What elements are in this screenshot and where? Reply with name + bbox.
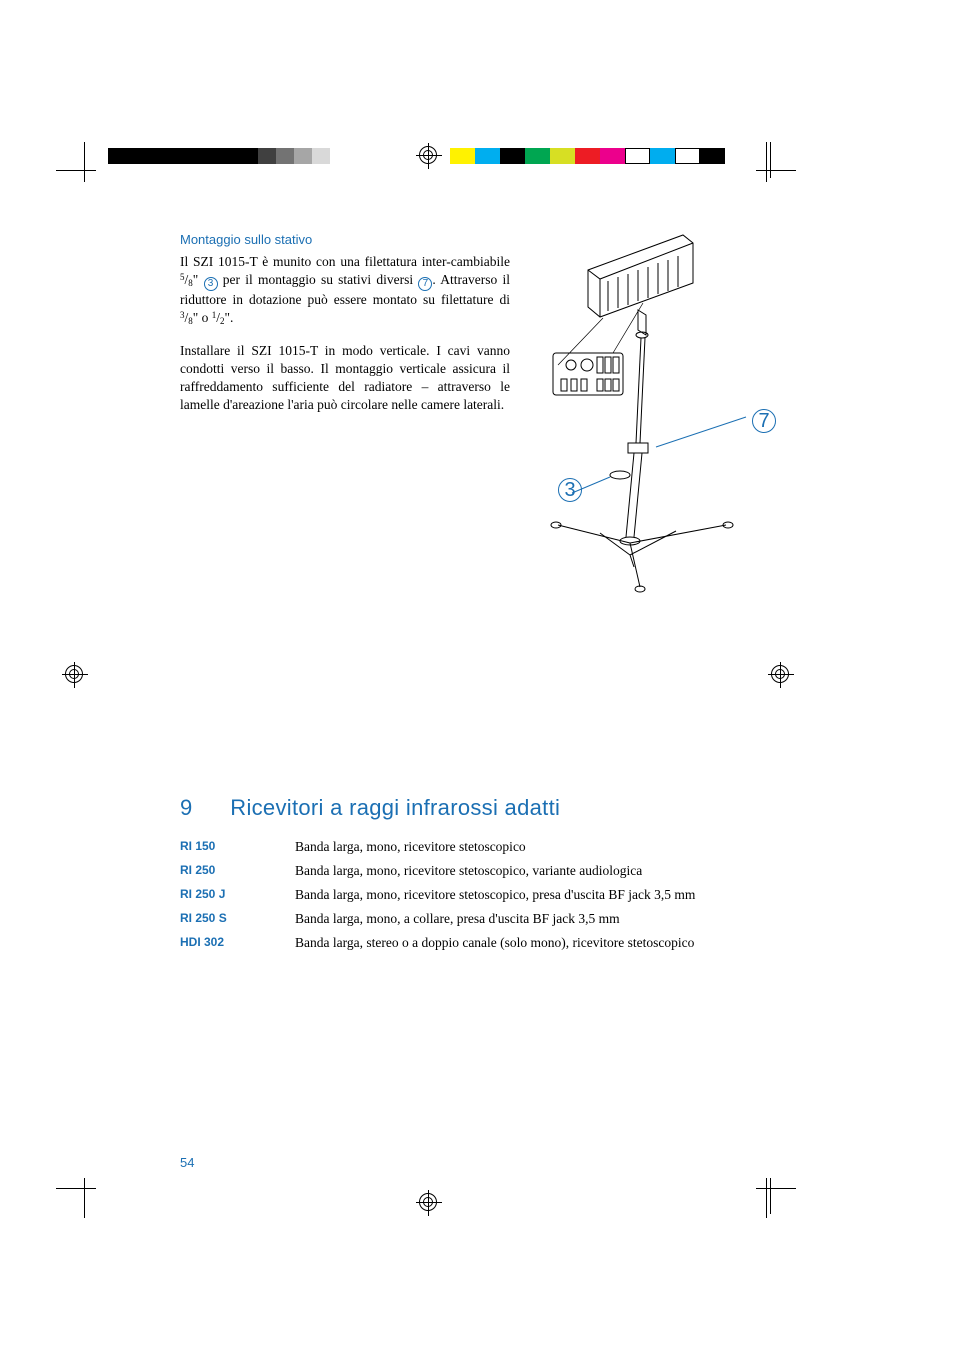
table-row: RI 250 S Banda larga, mono, a collare, p… xyxy=(180,911,780,927)
crop-tick xyxy=(770,142,771,178)
stand-para-1: Il SZI 1015-T è munito con una filettatu… xyxy=(180,253,510,328)
printer-colorbar xyxy=(700,148,725,164)
rx-model: RI 250 xyxy=(180,863,295,879)
printer-colorbar xyxy=(575,148,600,164)
stand-heading: Montaggio sullo stativo xyxy=(180,232,780,247)
crop-mark xyxy=(56,142,96,182)
printer-gray-step xyxy=(276,148,294,164)
crop-tick xyxy=(770,1178,771,1214)
table-row: HDI 302 Banda larga, stereo o a doppio c… xyxy=(180,935,780,951)
printer-gray-step xyxy=(312,148,330,164)
text: " xyxy=(193,272,204,287)
printer-colorbar xyxy=(625,148,650,164)
printer-black-bar xyxy=(108,148,258,164)
text: per il montaggio su stativi diversi xyxy=(218,272,419,287)
rx-desc: Banda larga, mono, ricevitore stetoscopi… xyxy=(295,887,695,903)
printer-colorbar xyxy=(475,148,500,164)
section-title: Ricevitori a raggi infrarossi adatti xyxy=(230,795,560,821)
rx-model: HDI 302 xyxy=(180,935,295,951)
printer-colorbar xyxy=(525,148,550,164)
text: ". xyxy=(225,310,234,325)
crop-mark xyxy=(756,142,796,182)
crop-mark xyxy=(56,1178,96,1218)
fraction: 1/2 xyxy=(212,310,225,325)
printer-colorbar xyxy=(500,148,525,164)
rx-model: RI 150 xyxy=(180,839,295,855)
page-content: Montaggio sullo stativo Il SZI 1015-T è … xyxy=(180,232,780,959)
table-row: RI 250 J Banda larga, mono, ricevitore s… xyxy=(180,887,780,903)
text: " o xyxy=(193,310,212,325)
rx-model: RI 250 J xyxy=(180,887,295,903)
printer-colorbar xyxy=(650,148,675,164)
receivers-table: RI 150 Banda larga, mono, ricevitore ste… xyxy=(180,839,780,951)
rx-model: RI 250 S xyxy=(180,911,295,927)
stand-para-2: Installare il SZI 1015-T in modo vertica… xyxy=(180,342,510,415)
rx-desc: Banda larga, mono, ricevitore stetoscopi… xyxy=(295,863,642,879)
rx-desc: Banda larga, mono, a collare, presa d'us… xyxy=(295,911,620,927)
page-number: 54 xyxy=(180,1155,194,1170)
rx-desc: Banda larga, mono, ricevitore stetoscopi… xyxy=(295,839,526,855)
printer-gray-step xyxy=(258,148,276,164)
section-number: 9 xyxy=(180,795,192,821)
fraction: 3/8 xyxy=(180,310,193,325)
printer-colorbar xyxy=(450,148,475,164)
inline-ref-3: 3 xyxy=(204,277,218,291)
printer-colorbar xyxy=(600,148,625,164)
table-row: RI 250 Banda larga, mono, ricevitore ste… xyxy=(180,863,780,879)
crop-mark xyxy=(756,1178,796,1218)
table-row: RI 150 Banda larga, mono, ricevitore ste… xyxy=(180,839,780,855)
rx-desc: Banda larga, stereo o a doppio canale (s… xyxy=(295,935,694,951)
section-9-heading: 9 Ricevitori a raggi infrarossi adatti xyxy=(180,795,780,821)
printer-colorbar xyxy=(675,148,700,164)
printer-gray-step xyxy=(294,148,312,164)
fraction: 5/8 xyxy=(180,272,193,287)
inline-ref-7: 7 xyxy=(418,277,432,291)
text: Il SZI 1015-T è munito con una filettatu… xyxy=(180,254,510,269)
printer-colorbar xyxy=(550,148,575,164)
